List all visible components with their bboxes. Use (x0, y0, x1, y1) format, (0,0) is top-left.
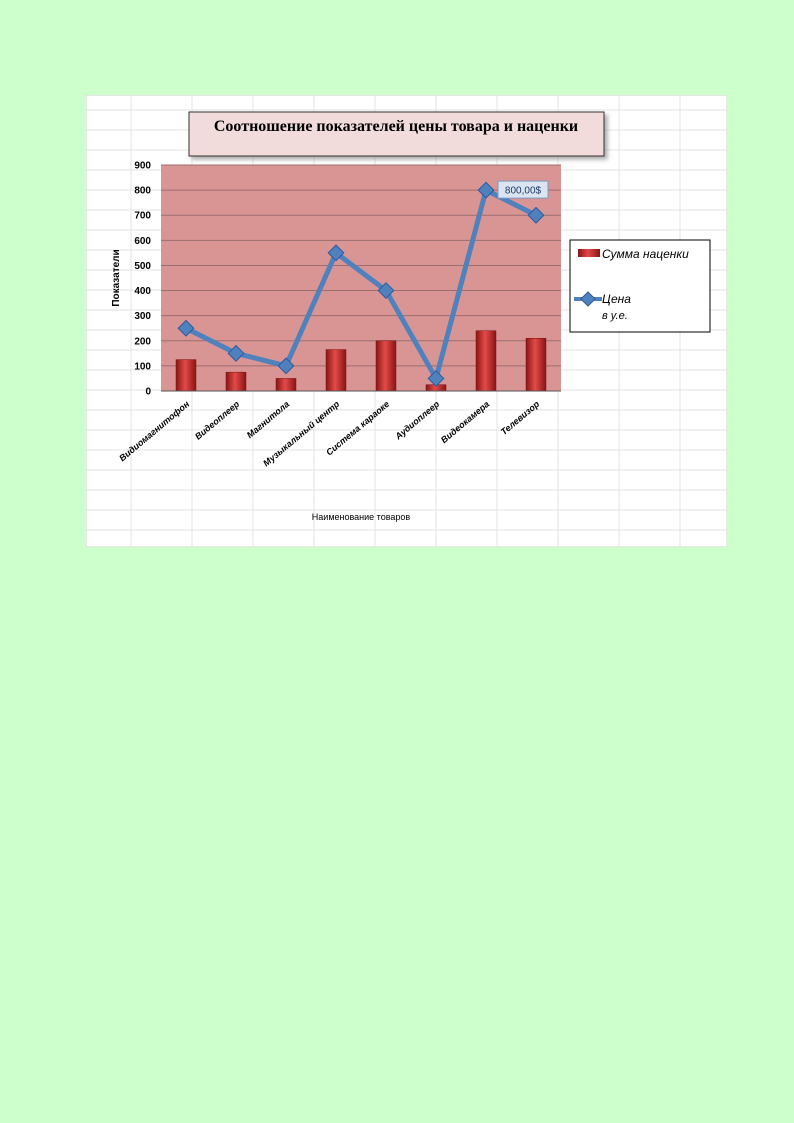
y-tick-label: 300 (134, 311, 151, 322)
y-tick-label: 500 (134, 261, 151, 272)
chart-title: Соотношение показателей цены товара и на… (214, 118, 578, 135)
y-tick-label: 100 (134, 361, 151, 372)
y-tick-label: 800 (134, 186, 151, 197)
chart-svg: Соотношение показателей цены товара и на… (85, 94, 728, 548)
bar (525, 338, 547, 392)
y-axis-ticks: 0 100 200 300 400 500 600 700 800 900 (134, 161, 151, 398)
y-tick-label: 400 (134, 286, 151, 297)
legend-line-label-1: Цена (602, 292, 631, 306)
y-axis-title: Показатели (111, 249, 122, 306)
line-marker (227, 344, 245, 362)
bar (325, 349, 347, 392)
chart-title-box (188, 111, 605, 157)
data-label-callout: 800,00$ (497, 180, 549, 199)
data-label-text: 800,00$ (505, 186, 542, 197)
bar (275, 378, 297, 392)
y-tick-label: 900 (134, 161, 151, 172)
y-tick-label: 0 (145, 387, 151, 398)
y-tick-label: 600 (134, 236, 151, 247)
line-marker (377, 282, 395, 300)
legend: Сумма наценки Цена в у.е. (569, 239, 711, 333)
gridlines (161, 164, 561, 392)
legend-line-label-2: в у.е. (602, 310, 628, 322)
legend-line-marker (580, 291, 596, 307)
line-marker (327, 244, 345, 262)
price-line (184, 187, 538, 381)
line-marker (277, 357, 295, 375)
bar (475, 330, 497, 392)
bar (225, 371, 247, 392)
line-marker (477, 181, 495, 199)
y-tick-label: 700 (134, 211, 151, 222)
bar (175, 359, 197, 392)
bar-series (175, 330, 547, 392)
bar (375, 340, 397, 392)
line-marker (427, 369, 445, 387)
line-marker (527, 206, 545, 224)
legend-bar-label: Сумма наценки (602, 247, 689, 261)
chart-container: Соотношение показателей цены товара и на… (85, 94, 728, 548)
x-axis-title: Наименование товаров (312, 512, 411, 522)
line-series (177, 181, 545, 387)
line-marker (177, 319, 195, 337)
y-tick-label: 200 (134, 336, 151, 347)
legend-bar-swatch (578, 249, 600, 257)
